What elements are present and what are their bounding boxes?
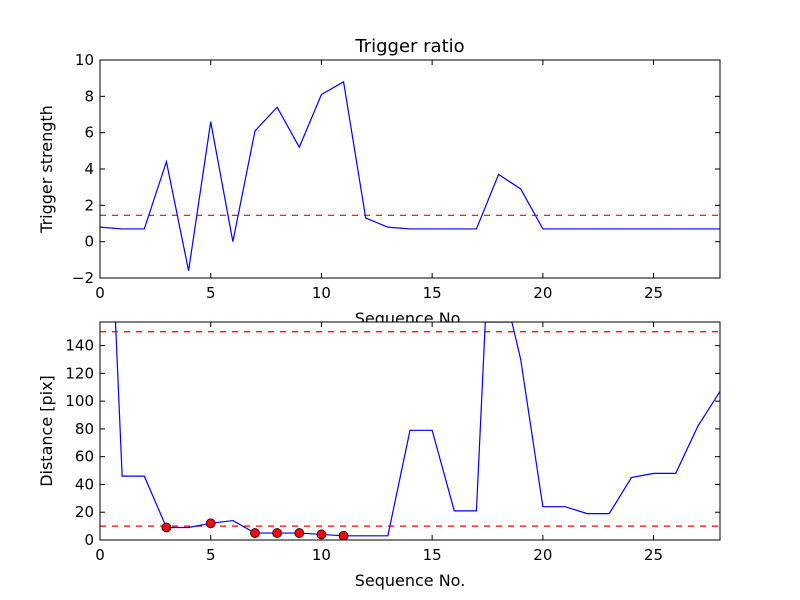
bottom-plot-distance: 0 5 10 15 20 25 0 20 40 60 80 100 120 140 Sequence No.… <box>37 321 721 590</box>
axes-frame <box>99 321 721 541</box>
axes-background <box>100 60 720 278</box>
x-tick-label: 5 <box>206 546 216 564</box>
x-tick-label: 0 <box>95 284 105 302</box>
y-tick-label: −2 <box>72 269 94 287</box>
x-axis-label: Sequence No. <box>355 571 466 590</box>
y-tick-label: 4 <box>84 160 94 178</box>
x-tick-label: 15 <box>423 546 442 564</box>
data-point-marker <box>250 528 260 538</box>
y-tick-label: 40 <box>75 475 94 493</box>
y-tick-label: 6 <box>84 124 94 142</box>
x-tick-label: 10 <box>312 546 331 564</box>
y-tick-label: 140 <box>65 337 94 355</box>
x-tick-label: 20 <box>533 284 552 302</box>
x-tick-label: 5 <box>206 284 216 302</box>
y-tick-label: 100 <box>65 392 94 410</box>
x-tick-label: 10 <box>312 284 331 302</box>
y-tick-label: 80 <box>75 420 94 438</box>
y-tick-label: 20 <box>75 503 94 521</box>
data-point-marker <box>205 518 216 529</box>
data-point-marker <box>161 522 172 533</box>
y-tick-label: 8 <box>84 87 94 105</box>
x-tick-label: 15 <box>423 284 442 302</box>
y-tick-label: 2 <box>84 196 94 214</box>
y-tick-label: 0 <box>84 233 94 251</box>
data-point-marker <box>272 528 283 538</box>
y-tick-label: 0 <box>84 531 94 549</box>
y-axis-label: Trigger strength <box>37 105 56 234</box>
plot-area <box>100 80 720 271</box>
chart-title: Trigger ratio <box>354 36 464 57</box>
x-tick-label: 25 <box>644 546 663 564</box>
x-tick-label: 20 <box>533 546 552 564</box>
y-axis-label: Distance [pix] <box>37 375 56 487</box>
series-line-0 <box>100 80 720 271</box>
data-point-marker <box>338 530 349 540</box>
y-tick-label: 60 <box>75 448 94 466</box>
plot-area <box>100 322 720 540</box>
y-tick-label: 120 <box>65 364 94 382</box>
y-tick-label: 10 <box>75 51 94 69</box>
x-tick-label: 25 <box>644 284 663 302</box>
x-tick-label: 0 <box>95 546 105 564</box>
data-point-marker <box>294 528 305 538</box>
